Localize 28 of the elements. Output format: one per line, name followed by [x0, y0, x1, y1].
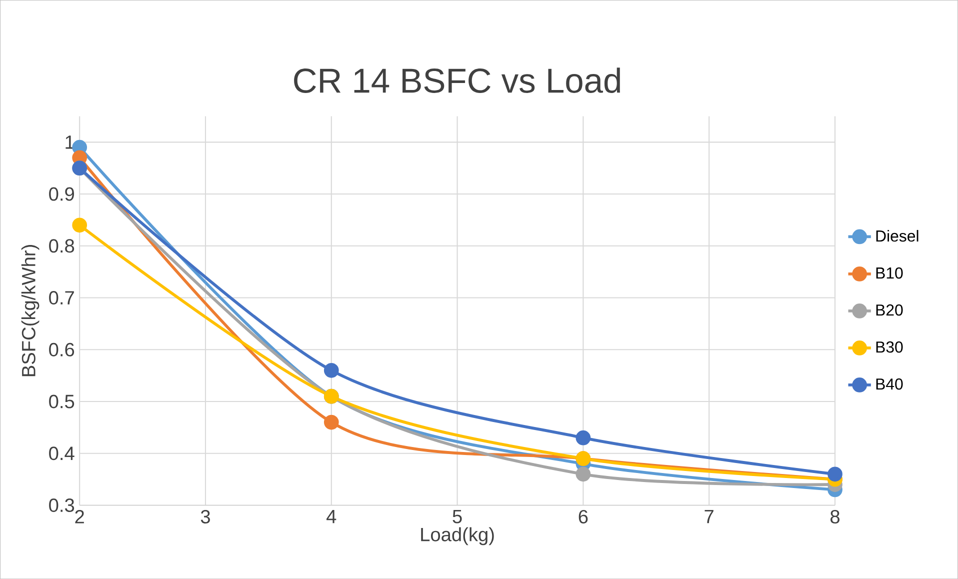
point [324, 362, 339, 378]
legend-label: B30 [876, 341, 903, 353]
y-tick-label: 0.5 [49, 394, 74, 408]
x-tick-label: 8 [830, 510, 840, 524]
point [828, 466, 842, 482]
y-axis-title: BSFC(kg/kWhr) [21, 244, 40, 376]
y-tick-label: 0.6 [49, 342, 74, 356]
x-tick-label: 2 [75, 510, 84, 524]
legend-label: B40 [876, 378, 903, 390]
x-tick-label: 3 [200, 510, 210, 524]
chart-title: CR 14 BSFC vs Load [294, 68, 620, 93]
x-tick-label: 4 [326, 510, 336, 524]
x-tick-label: 5 [452, 510, 462, 524]
point [576, 430, 591, 446]
point [72, 218, 88, 233]
y-tick-label: 0.8 [49, 239, 74, 253]
x-tick-label: 7 [704, 510, 714, 524]
legend-label: B20 [876, 304, 903, 316]
y-tick-label: 0.3 [49, 498, 74, 512]
point [576, 466, 591, 482]
x-axis-title: Load(kg) [421, 527, 494, 546]
point [324, 414, 339, 430]
y-tick-label: 0.4 [49, 446, 74, 460]
y-tick-label: 0.9 [49, 187, 74, 201]
legend-label: B10 [876, 267, 903, 279]
y-tick-label: 0.7 [49, 290, 74, 304]
legend-label: Diesel [876, 230, 918, 242]
x-tick-label: 6 [578, 510, 588, 524]
